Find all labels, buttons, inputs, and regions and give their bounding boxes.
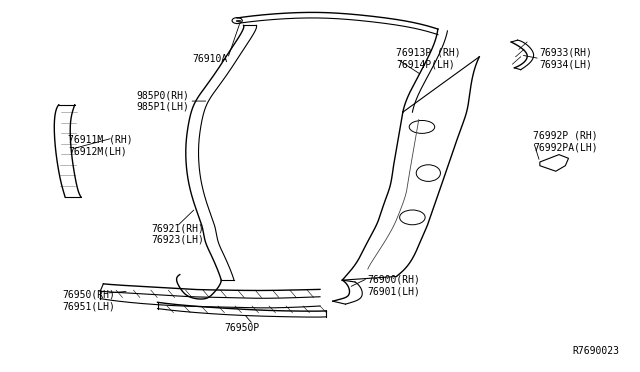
Text: R7690023: R7690023 [573,346,620,356]
Text: 76950(RH)
76951(LH): 76950(RH) 76951(LH) [62,290,115,311]
Text: 76950P: 76950P [225,323,260,333]
Text: 76921(RH)
76923(LH): 76921(RH) 76923(LH) [151,223,204,245]
Text: 76992P (RH)
76992PA(LH): 76992P (RH) 76992PA(LH) [534,131,598,153]
Text: 985P0(RH)
985P1(LH): 985P0(RH) 985P1(LH) [136,90,189,112]
Text: 76900(RH)
76901(LH): 76900(RH) 76901(LH) [368,275,420,296]
Text: 76933(RH)
76934(LH): 76933(RH) 76934(LH) [540,48,593,70]
Text: 76910A: 76910A [193,54,228,64]
Text: 76911M (RH)
76912M(LH): 76911M (RH) 76912M(LH) [68,135,133,156]
Text: 76913P (RH)
76914P(LH): 76913P (RH) 76914P(LH) [396,48,461,70]
